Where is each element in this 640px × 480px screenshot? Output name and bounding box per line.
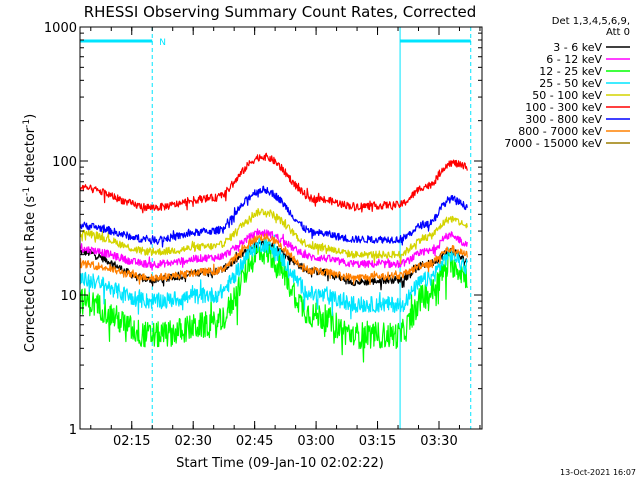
series-line-1 [79, 228, 468, 271]
legend-label-7: 800 - 7000 keV [518, 125, 602, 138]
chart-title: RHESSI Observing Summary Count Rates, Co… [84, 3, 477, 21]
legend-label-3: 25 - 50 keV [539, 77, 602, 90]
x-tick-label-5: 03:30 [420, 434, 457, 449]
x-tick-label-3: 03:00 [297, 434, 334, 449]
legend-header-1: Att 0 [606, 27, 630, 38]
y-tick-label-1: 10 [60, 289, 77, 304]
x-tick-label-0: 02:15 [113, 434, 150, 449]
x-tick-label-2: 02:45 [236, 434, 273, 449]
legend-label-0: 3 - 6 keV [553, 41, 602, 54]
x-tick-label-4: 03:15 [359, 434, 396, 449]
x-axis-label: Start Time (09-Jan-10 02:02:22) [176, 456, 384, 471]
y-tick-label-0: 1 [69, 423, 77, 438]
legend-label-4: 50 - 100 keV [532, 89, 602, 102]
axes: 1 10 100 1000 02:15 02:30 02:45 03:00 03:15 03:30 [44, 21, 482, 449]
legend-label-2: 12 - 25 keV [539, 65, 602, 78]
y-axis-label: Corrected Count Rate (s-1 detector-1) [22, 114, 38, 352]
plot-area: N [79, 27, 472, 429]
series-line-6 [79, 185, 468, 248]
y-tick-label-2: 100 [52, 155, 77, 170]
series-line-4 [79, 208, 468, 265]
annotation-0: N [159, 38, 166, 48]
y-tick-label-3: 1000 [44, 21, 77, 36]
legend-label-5: 100 - 300 keV [525, 101, 602, 114]
legend-label-6: 300 - 800 keV [525, 113, 602, 126]
plot-frame [79, 26, 483, 430]
series-line-3 [79, 234, 468, 320]
x-tick-label-1: 02:30 [174, 434, 211, 449]
legend-header-0: Det 1,3,4,5,6,9, [552, 16, 630, 27]
legend-label-8: 7000 - 15000 keV [504, 137, 602, 150]
series-line-7 [79, 233, 468, 285]
footer-timestamp: 13-Oct-2021 16:07 [560, 468, 636, 477]
series-line-5 [79, 152, 468, 214]
legend-label-1: 6 - 12 keV [546, 53, 602, 66]
